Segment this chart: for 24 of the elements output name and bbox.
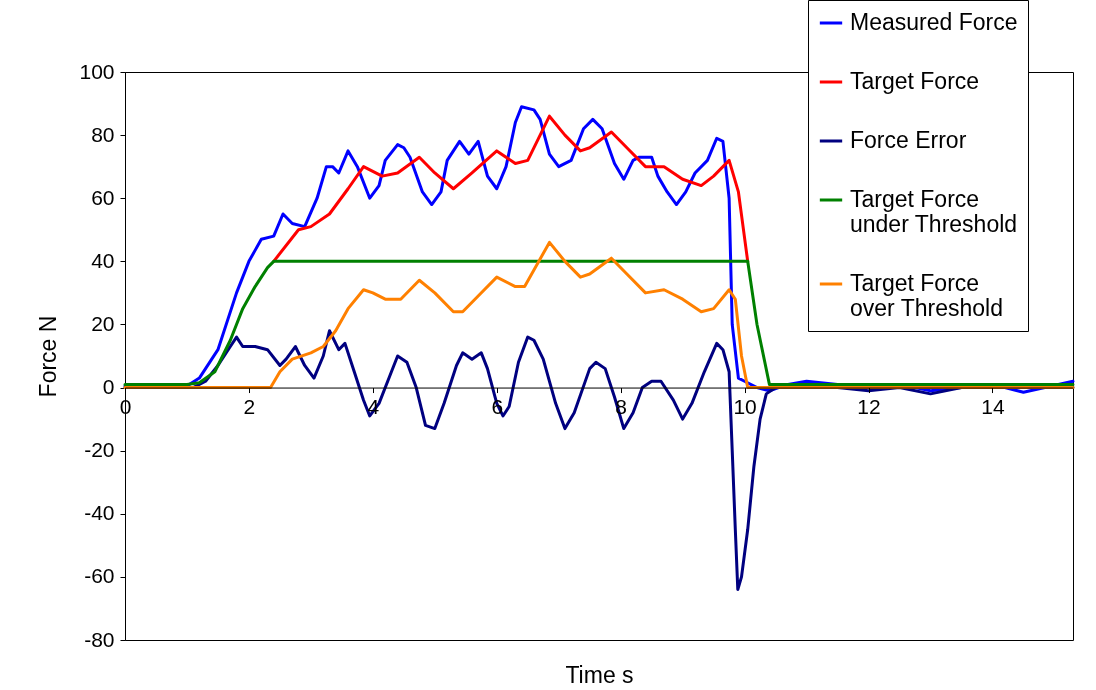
x-tick-label: 12: [857, 395, 881, 419]
line-series: [272, 114, 750, 263]
x-axis-title: Time s: [565, 661, 634, 688]
y-tick-label: -60: [84, 564, 115, 588]
y-tick-label: -20: [84, 438, 115, 462]
legend-label: Target Force: [850, 68, 980, 94]
y-tick-label: -80: [84, 627, 115, 651]
line-series: [123, 240, 1075, 390]
y-tick-label: 100: [79, 59, 115, 83]
legend-label: Force Error: [850, 127, 967, 153]
legend-label: Target Force under Threshold: [850, 186, 1018, 237]
x-tick-label: 14: [981, 395, 1005, 419]
y-axis-title: Force N: [35, 315, 62, 398]
x-tick-label: 10: [733, 395, 757, 419]
line-series: [123, 259, 1075, 386]
y-tick-label: 80: [91, 122, 115, 146]
legend-label: Measured Force: [850, 9, 1018, 35]
y-tick-label: -40: [84, 501, 115, 525]
y-tick-label: 0: [102, 375, 115, 399]
y-tick-label: 20: [91, 311, 115, 335]
y-tick-label: 40: [91, 248, 115, 272]
x-tick-label: 2: [243, 395, 256, 419]
y-tick-label: 60: [91, 185, 115, 209]
legend-label: Target Force over Threshold: [850, 270, 1003, 321]
